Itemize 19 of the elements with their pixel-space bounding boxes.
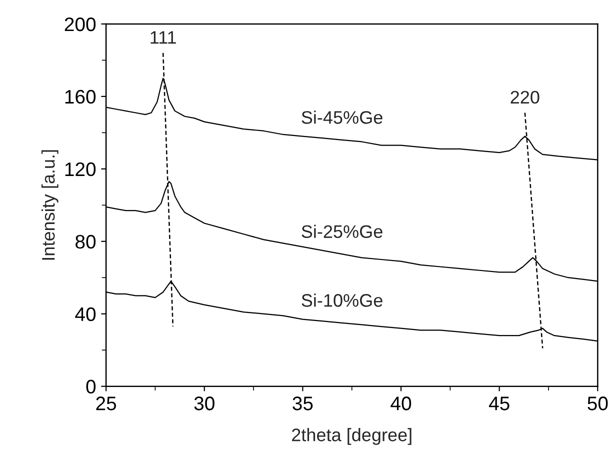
y-axis-title: Intensity [a.u.]: [42, 150, 58, 260]
y-tick-label: 160: [65, 90, 96, 104]
x-tick-label: 30: [194, 396, 214, 410]
x-tick-label: 45: [488, 396, 510, 410]
x-tick-label: 25: [96, 396, 116, 410]
y-tick-label: 200: [64, 17, 96, 32]
y-tick-label: 120: [65, 162, 96, 176]
series-label: 111: [150, 31, 176, 44]
series-label: Si-45%Ge: [302, 110, 382, 124]
y-tick-label: 80: [76, 234, 96, 249]
series-label: 220: [510, 90, 540, 104]
x-tick-label: 35: [292, 396, 313, 410]
x-tick-label: 40: [390, 396, 412, 410]
x-tick-label: 50: [588, 396, 608, 410]
x-axis-title: 2theta [degree]: [292, 428, 412, 445]
series-label: Si-10%Ge: [302, 294, 382, 307]
series-label: Si-25%Ge: [302, 224, 382, 238]
y-tick-label: 40: [75, 307, 96, 322]
y-tick-label: 0: [86, 380, 96, 394]
